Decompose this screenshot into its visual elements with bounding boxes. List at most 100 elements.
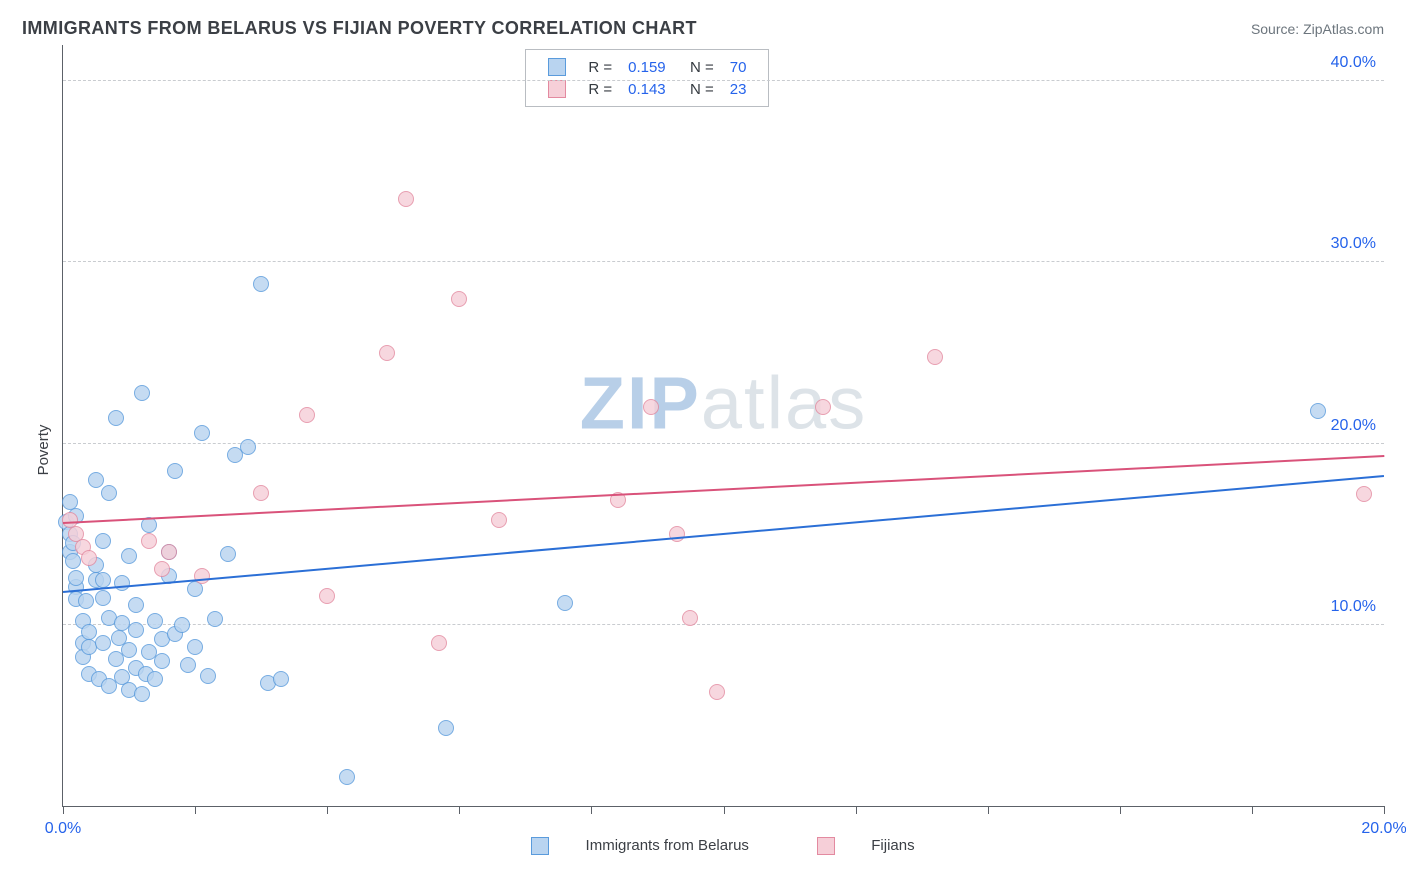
x-tick-label: 0.0% [45,820,81,838]
data-point [141,517,157,533]
data-point [95,635,111,651]
x-tick [63,806,64,814]
data-point [207,611,223,627]
data-point [121,642,137,658]
data-point [438,720,454,736]
data-point [141,533,157,549]
y-tick-label: 40.0% [1331,54,1376,72]
source-label: Source: ZipAtlas.com [1251,21,1384,37]
data-point [68,570,84,586]
stats-r-value-1: 0.159 [620,56,674,78]
data-point [128,597,144,613]
data-point [451,291,467,307]
data-point [815,399,831,415]
x-tick [988,806,989,814]
x-tick [724,806,725,814]
data-point [95,590,111,606]
chart-title: IMMIGRANTS FROM BELARUS VS FIJIAN POVERT… [22,18,697,39]
x-tick [856,806,857,814]
data-point [927,349,943,365]
data-point [669,526,685,542]
data-point [81,550,97,566]
data-point [134,385,150,401]
stats-r-label: R = [580,78,620,100]
data-point [200,668,216,684]
data-point [95,533,111,549]
data-point [147,613,163,629]
data-point [1310,403,1326,419]
x-tick [327,806,328,814]
series-legend: Immigrants from Belarus Fijians [62,837,1384,855]
data-point [319,588,335,604]
data-point [65,553,81,569]
data-point [167,463,183,479]
x-tick [1252,806,1253,814]
stats-r-label: R = [580,56,620,78]
x-tick [591,806,592,814]
data-point [134,686,150,702]
data-point [339,769,355,785]
gridline [63,261,1384,262]
stats-r-value-2: 0.143 [620,78,674,100]
data-point [161,544,177,560]
data-point [194,568,210,584]
chart-area: Poverty ZIPatlas R = 0.159 N = 70 [22,45,1384,855]
stats-n-label: N = [674,78,722,100]
stats-n-label: N = [674,56,722,78]
data-point [180,657,196,673]
data-point [273,671,289,687]
chart-container: IMMIGRANTS FROM BELARUS VS FIJIAN POVERT… [0,0,1406,892]
data-point [128,622,144,638]
header: IMMIGRANTS FROM BELARUS VS FIJIAN POVERT… [22,18,1384,39]
y-tick-label: 20.0% [1331,417,1376,435]
swatch-series-2 [817,837,835,855]
gridline [63,443,1384,444]
stats-legend: R = 0.159 N = 70 R = 0.143 N = 23 [525,49,769,107]
data-point [253,276,269,292]
data-point [379,345,395,361]
data-point [121,548,137,564]
data-point [682,610,698,626]
legend-item-2: Fijians [801,837,931,854]
data-point [101,485,117,501]
y-tick-label: 30.0% [1331,235,1376,253]
data-point [88,472,104,488]
data-point [299,407,315,423]
data-point [174,617,190,633]
data-point [95,572,111,588]
x-tick [1120,806,1121,814]
stats-row-2: R = 0.143 N = 23 [540,78,754,100]
data-point [154,561,170,577]
stats-row-1: R = 0.159 N = 70 [540,56,754,78]
data-point [147,671,163,687]
stats-n-value-1: 70 [722,56,755,78]
gridline [63,80,1384,81]
data-point [220,546,236,562]
y-axis-label: Poverty [35,425,52,476]
x-tick [195,806,196,814]
data-point [187,639,203,655]
data-point [108,410,124,426]
swatch-series-2 [548,80,566,98]
data-point [398,191,414,207]
data-point [114,575,130,591]
data-point [431,635,447,651]
x-tick [1384,806,1385,814]
plot-area: ZIPatlas R = 0.159 N = 70 R = 0.143 [62,45,1384,807]
x-tick-label: 20.0% [1361,820,1406,838]
swatch-series-1 [548,58,566,76]
data-point [78,593,94,609]
data-point [253,485,269,501]
data-point [154,653,170,669]
x-tick [459,806,460,814]
data-point [491,512,507,528]
data-point [240,439,256,455]
y-tick-label: 10.0% [1331,598,1376,616]
data-point [643,399,659,415]
data-point [194,425,210,441]
gridline [63,624,1384,625]
swatch-series-1 [531,837,549,855]
data-point [709,684,725,700]
legend-item-1: Immigrants from Belarus [515,837,769,854]
data-point [557,595,573,611]
